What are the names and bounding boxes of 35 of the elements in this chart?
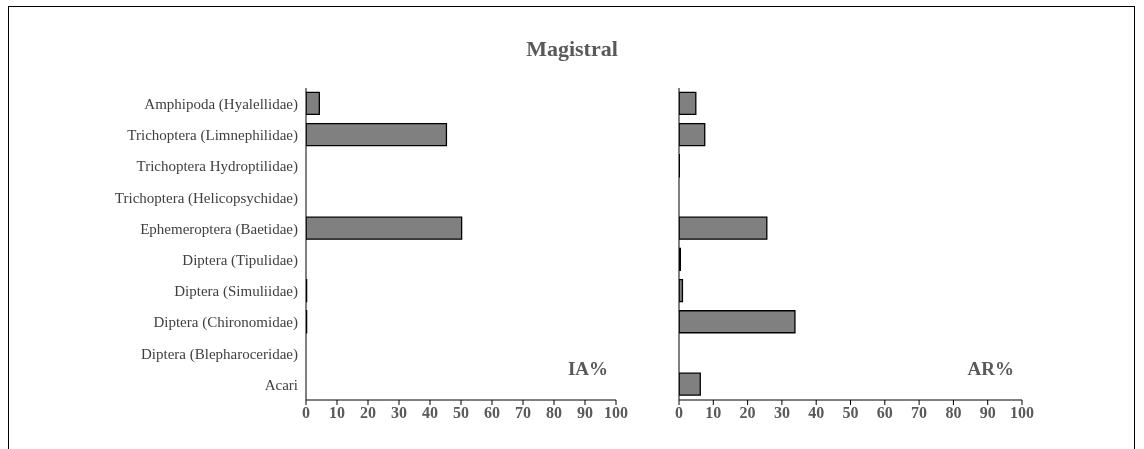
y-tick-label: Diptera (Blepharoceridae) (141, 345, 298, 363)
x-tick-label: 60 (876, 404, 893, 422)
x-tick-label: 50 (842, 404, 859, 422)
x-tick-label: 30 (391, 404, 407, 422)
x-tick-label: 0 (302, 404, 310, 422)
x-tick-label: 80 (546, 404, 562, 422)
x-tick-label: 50 (453, 404, 469, 422)
x-tick-label: 100 (1010, 404, 1034, 422)
x-tick-label: 70 (515, 404, 531, 422)
y-tick-label: Trichoptera Hydroptilidae) (136, 158, 298, 176)
x-tick-label: 0 (675, 404, 683, 422)
x-tick-label: 20 (360, 404, 376, 422)
y-tick-label: Diptera (Tipulidae) (182, 251, 298, 269)
y-tick-label: Amphipoda (Hyalellidae) (144, 95, 298, 113)
x-tick-label: 60 (484, 404, 500, 422)
y-tick-label: Acari (264, 376, 298, 393)
chart-title: Magistral (525, 36, 619, 62)
y-tick-label: Trichoptera (Helicopsychidae) (114, 189, 298, 207)
y-tick-label: Trichoptera (Limnephilidae) (127, 127, 298, 145)
y-tick-label: Ephemeroptera (Baetidae) (140, 220, 298, 238)
x-tick-label: 10 (329, 404, 345, 422)
x-tick-label: 70 (911, 404, 928, 422)
x-tick-label: 100 (604, 404, 628, 422)
x-tick-label: 90 (577, 404, 593, 422)
x-tick-label: 40 (422, 404, 438, 422)
x-tick-label: 80 (945, 404, 962, 422)
annotation: AR% (967, 358, 1014, 380)
y-tick-label: Diptera (Simuliidae) (174, 283, 298, 301)
x-tick-label: 40 (808, 404, 825, 422)
x-tick-label: 10 (705, 404, 722, 422)
y-tick-label: Diptera (Chironomidae) (153, 314, 298, 332)
x-tick-label: 90 (979, 404, 996, 422)
x-tick-label: 30 (773, 404, 790, 422)
x-tick-label: 20 (739, 404, 756, 422)
annotation: IA% (567, 358, 608, 380)
